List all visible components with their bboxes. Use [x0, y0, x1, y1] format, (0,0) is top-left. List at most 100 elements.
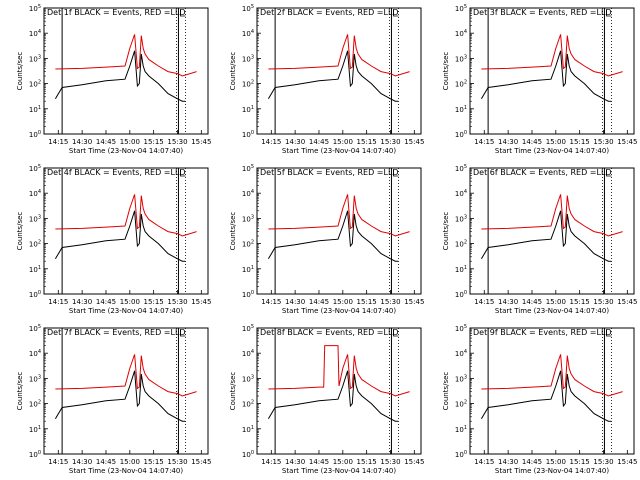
chart-panel-9: Det 9f BLACK = Events, RED =LLD 100 101 102… — [442, 324, 637, 475]
x-tick-label: 15:00 — [120, 458, 140, 466]
y-tick-label: 102 — [29, 240, 41, 249]
lld-series-line — [268, 34, 410, 77]
x-tick-label: 15:15 — [144, 298, 164, 306]
y-tick-label: 105 — [242, 4, 254, 13]
events-series-line — [54, 370, 186, 422]
y-tick-label: 104 — [29, 189, 41, 198]
y-tick-label: 101 — [242, 105, 254, 114]
lld-series-line — [481, 194, 623, 237]
x-tick-label: 15:30 — [593, 458, 613, 466]
events-series-line — [480, 370, 612, 422]
x-tick-label: 15:15 — [144, 458, 164, 466]
panel-title: Det 9f BLACK = Events, RED =LLD — [473, 328, 612, 337]
y-tick-label: 102 — [455, 80, 467, 89]
x-tick-label: 15:15 — [357, 298, 377, 306]
x-axis-label: Start Time (23-Nov-04 14:07:40) — [495, 147, 609, 155]
x-tick-label: 15:45 — [404, 458, 424, 466]
x-tick-label: 14:30 — [285, 298, 305, 306]
y-tick-label: 103 — [242, 54, 254, 63]
x-tick-label: 15:00 — [120, 138, 140, 146]
y-tick-label: 101 — [242, 265, 254, 274]
y-tick-label: 100 — [455, 130, 467, 139]
x-tick-label: 15:00 — [333, 138, 353, 146]
x-tick-label: 14:45 — [96, 298, 116, 306]
plot-frame — [256, 7, 422, 135]
x-tick-label: 14:30 — [498, 298, 518, 306]
x-tick-label: 15:45 — [191, 458, 211, 466]
x-tick-label: 15:00 — [546, 458, 566, 466]
y-tick-label: 105 — [242, 164, 254, 173]
y-tick-label: 101 — [455, 425, 467, 434]
x-tick-label: 15:30 — [167, 458, 187, 466]
x-tick-label: 15:30 — [380, 138, 400, 146]
y-tick-label: 102 — [242, 400, 254, 409]
x-axis-label: Start Time (23-Nov-04 14:07:40) — [282, 147, 396, 155]
x-tick-label: 14:15 — [48, 458, 68, 466]
y-tick-label: 103 — [455, 374, 467, 383]
x-tick-label: 14:30 — [285, 458, 305, 466]
y-tick-label: 104 — [29, 29, 41, 38]
x-tick-label: 14:15 — [261, 298, 281, 306]
y-tick-label: 104 — [455, 189, 467, 198]
x-tick-label: 14:15 — [474, 298, 494, 306]
y-tick-label: 105 — [455, 4, 467, 13]
y-tick-label: 102 — [242, 80, 254, 89]
bracket-marker — [393, 330, 399, 337]
chart-panel-2: Det 2f BLACK = Events, RED =LLD 100 101 102… — [229, 4, 424, 155]
y-tick-label: 105 — [455, 164, 467, 173]
x-tick-label: 15:15 — [570, 458, 590, 466]
y-tick-label: 100 — [455, 450, 467, 459]
y-axis-label: Counts/sec — [442, 52, 450, 91]
y-tick-label: 100 — [29, 290, 41, 299]
x-tick-label: 14:45 — [96, 458, 116, 466]
bracket-marker — [180, 330, 186, 337]
y-tick-label: 104 — [455, 29, 467, 38]
plot-frame — [256, 167, 422, 295]
chart-panel-3: Det 3f BLACK = Events, RED =LLD 100 101 102… — [442, 4, 637, 155]
events-series-line — [480, 210, 612, 262]
y-tick-label: 102 — [455, 240, 467, 249]
x-tick-label: 14:15 — [48, 138, 68, 146]
x-tick-label: 14:30 — [498, 458, 518, 466]
y-tick-label: 105 — [455, 324, 467, 333]
y-tick-label: 102 — [29, 400, 41, 409]
x-tick-label: 14:15 — [474, 138, 494, 146]
x-tick-label: 14:15 — [474, 458, 494, 466]
y-tick-label: 103 — [29, 54, 41, 63]
panel-title: Det 6f BLACK = Events, RED =LLD — [473, 168, 612, 177]
x-tick-label: 15:00 — [333, 298, 353, 306]
y-axis-label: Counts/sec — [442, 212, 450, 251]
y-tick-label: 104 — [242, 29, 254, 38]
events-series-line — [480, 50, 612, 102]
y-tick-label: 100 — [29, 130, 41, 139]
plot-frame — [43, 327, 209, 455]
panel-title: Det 5f BLACK = Events, RED =LLD — [260, 168, 399, 177]
x-tick-label: 14:45 — [522, 298, 542, 306]
x-tick-label: 14:45 — [309, 138, 329, 146]
y-tick-label: 103 — [242, 214, 254, 223]
y-tick-label: 104 — [29, 349, 41, 358]
x-tick-label: 14:15 — [261, 138, 281, 146]
y-tick-label: 100 — [242, 450, 254, 459]
x-tick-label: 15:00 — [333, 458, 353, 466]
lld-series-line — [481, 354, 623, 397]
x-tick-label: 15:30 — [167, 298, 187, 306]
y-tick-label: 103 — [455, 54, 467, 63]
bracket-marker — [180, 170, 186, 177]
x-axis-label: Start Time (23-Nov-04 14:07:40) — [282, 307, 396, 315]
x-tick-label: 14:30 — [72, 458, 92, 466]
plot-frame — [469, 7, 635, 135]
x-tick-label: 14:45 — [522, 138, 542, 146]
bracket-marker — [180, 10, 186, 17]
events-series-line — [267, 370, 399, 422]
y-tick-label: 104 — [242, 349, 254, 358]
panel-title: Det 1f BLACK = Events, RED =LLD — [47, 8, 186, 17]
y-axis-label: Counts/sec — [16, 212, 24, 251]
lld-series-line — [268, 345, 410, 397]
bracket-marker — [393, 170, 399, 177]
x-tick-label: 15:00 — [120, 298, 140, 306]
x-tick-label: 15:45 — [617, 138, 637, 146]
y-tick-label: 101 — [29, 265, 41, 274]
y-axis-label: Counts/sec — [16, 372, 24, 411]
x-tick-label: 14:45 — [309, 458, 329, 466]
